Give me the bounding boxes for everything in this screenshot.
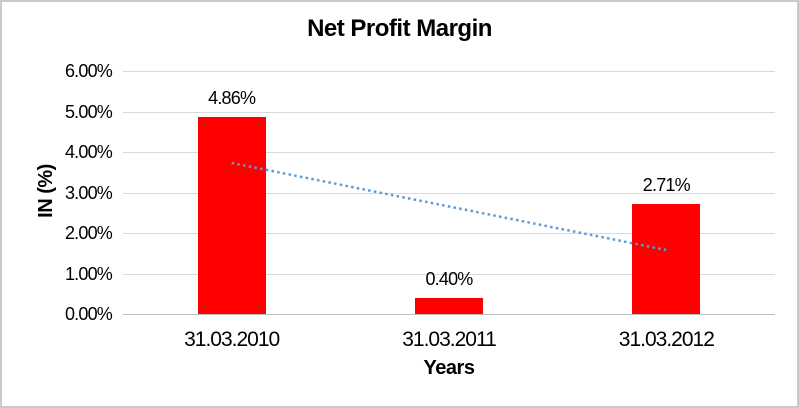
data-label: 0.40% [425, 268, 473, 289]
x-tick-label: 31.03.2012 [618, 328, 715, 351]
trendline-layer [231, 161, 667, 252]
x-tick-label: 31.03.2010 [184, 328, 280, 351]
x-tick-label: 31.03.2011 [402, 328, 497, 351]
gridline [123, 233, 775, 234]
bar-31.03.2011 [415, 297, 483, 314]
gridline [123, 111, 775, 113]
y-tick-label: 0.00% [64, 304, 113, 324]
gridline [123, 71, 775, 72]
gridline [123, 273, 775, 275]
y-tick-label: 4.00% [64, 142, 113, 162]
gridline [123, 152, 775, 153]
y-tick-label: 1.00% [64, 263, 113, 284]
x-axis-line [123, 314, 775, 315]
y-tick-label: 6.00% [64, 61, 113, 81]
x-axis-title: Years [423, 357, 475, 379]
chart-title: Net Profit Margin [307, 15, 492, 42]
data-label: 4.86% [208, 88, 256, 109]
y-tick-label: 5.00% [64, 101, 113, 122]
trendline [231, 161, 667, 252]
y-tick-label: 3.00% [64, 182, 113, 203]
bar-31.03.2012 [632, 204, 701, 314]
bar-31.03.2010 [197, 117, 266, 314]
gridline [123, 192, 775, 194]
data-label: 2.71% [642, 175, 691, 196]
y-tick-label: 2.00% [64, 223, 113, 243]
